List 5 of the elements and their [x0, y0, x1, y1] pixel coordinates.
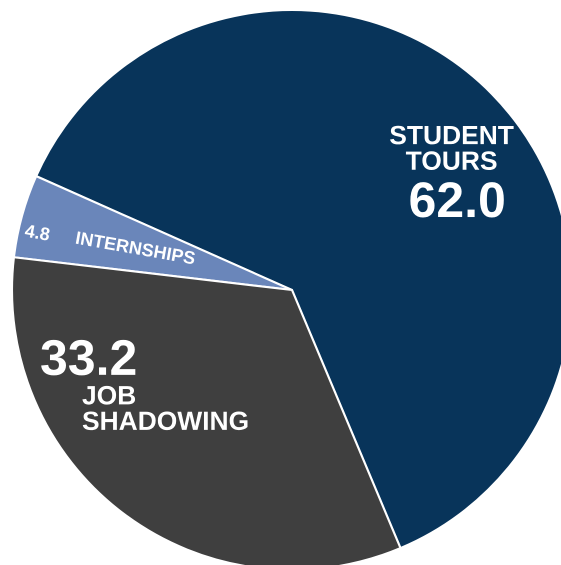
data-label: 62.0 [410, 182, 504, 218]
data-label: 33.2 [41, 340, 136, 376]
data-label: 4.8 [24, 224, 50, 241]
slice-label: JOB SHADOWING [82, 386, 248, 430]
slice-label: STUDENT TOURS [390, 126, 514, 170]
